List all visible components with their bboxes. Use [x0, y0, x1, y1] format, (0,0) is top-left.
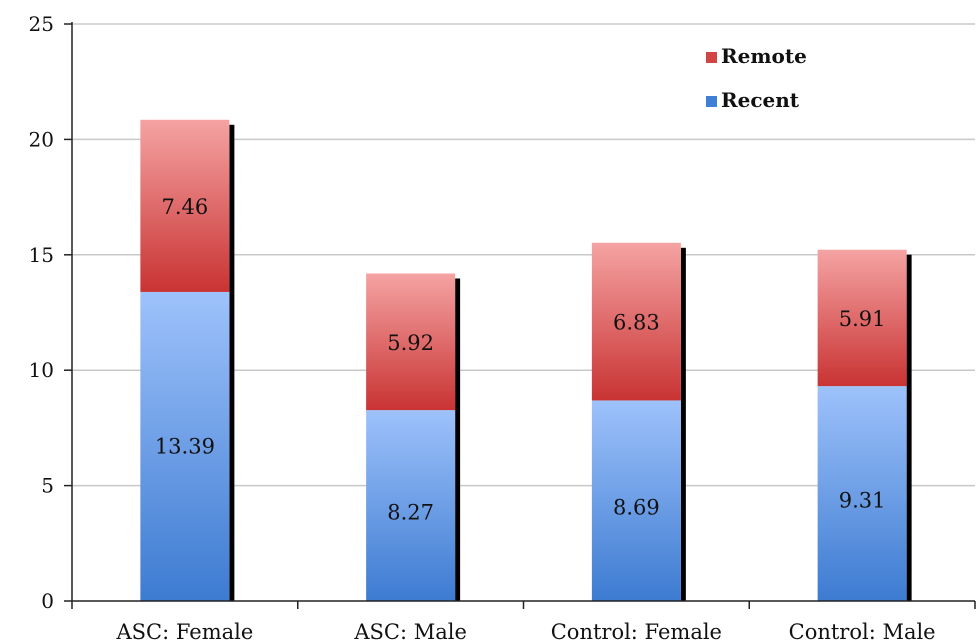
x-category-label: Control: Female — [551, 620, 722, 644]
y-tick-label: 10 — [29, 358, 54, 382]
data-label-recent: 8.69 — [613, 496, 660, 520]
data-label-remote: 6.83 — [613, 311, 660, 335]
legend-label-recent: Recent — [721, 88, 800, 112]
bars — [140, 119, 907, 601]
data-label-recent: 9.31 — [839, 489, 886, 513]
bar-remote — [366, 273, 456, 411]
x-category-label: ASC: Female — [115, 620, 253, 644]
x-category-label: ASC: Male — [353, 620, 467, 644]
legend: Remote Recent — [706, 44, 807, 112]
bar-remote — [140, 119, 230, 292]
bar-recent — [366, 410, 456, 601]
labels: 0 5 10 15 20 25 13.39 7.46 ASC: Female 8.27 5.92 AS… — [29, 12, 936, 644]
y-tick-label: 25 — [29, 12, 54, 36]
legend-swatch-recent — [706, 96, 717, 107]
axes — [64, 22, 976, 609]
data-label-remote: 5.92 — [387, 331, 434, 355]
data-label-remote: 5.91 — [839, 307, 886, 331]
bar-shadow — [229, 124, 235, 602]
bar-remote — [591, 242, 681, 401]
data-label-recent: 8.27 — [387, 501, 434, 525]
bar-shadow — [455, 278, 461, 601]
bar-shadows — [229, 124, 912, 602]
bar-shadow — [906, 254, 912, 601]
y-tick-label: 15 — [29, 243, 54, 267]
data-label-recent: 13.39 — [155, 434, 215, 458]
legend-label-remote: Remote — [721, 44, 807, 68]
x-category-label: Control: Male — [789, 620, 936, 644]
y-tick-label: 20 — [29, 127, 54, 151]
bar-recent — [140, 291, 230, 601]
bar-recent — [817, 386, 907, 601]
bar-recent — [591, 400, 681, 601]
legend-swatch-remote — [706, 52, 717, 63]
bar-shadow — [680, 247, 686, 601]
data-label-remote: 7.46 — [161, 195, 208, 219]
bar-remote — [817, 249, 907, 387]
y-tick-label: 0 — [41, 589, 54, 613]
y-tick-label: 5 — [41, 474, 54, 498]
